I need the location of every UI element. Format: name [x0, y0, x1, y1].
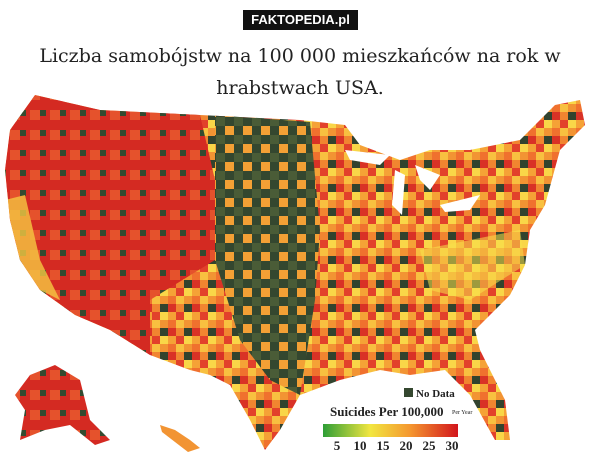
- no-data-label: No Data: [416, 388, 455, 400]
- legend-ticks: 5 10 15 20 25 30: [334, 438, 459, 453]
- legend-gradient: [323, 424, 458, 437]
- legend-tick-label: 30: [446, 438, 459, 453]
- no-data-swatch: [404, 388, 413, 397]
- hawaii: [160, 425, 200, 452]
- legend-tick-label: 15: [377, 438, 391, 453]
- contiguous-us: [5, 95, 585, 450]
- legend-tick-label: 5: [334, 438, 341, 453]
- legend-tick-label: 10: [354, 438, 367, 453]
- legend-tick-label: 25: [423, 438, 437, 453]
- legend-tick-label: 20: [400, 438, 413, 453]
- alaska: [15, 365, 110, 445]
- legend-title: Suicides Per 100,000: [330, 404, 444, 419]
- legend-unit: Per Year: [452, 410, 472, 416]
- title: Liczba samobójstw na 100 000 mieszkańców…: [39, 45, 561, 99]
- watermark: FAKTOPEDIA.pl: [243, 10, 358, 30]
- great-lakes: [345, 150, 480, 215]
